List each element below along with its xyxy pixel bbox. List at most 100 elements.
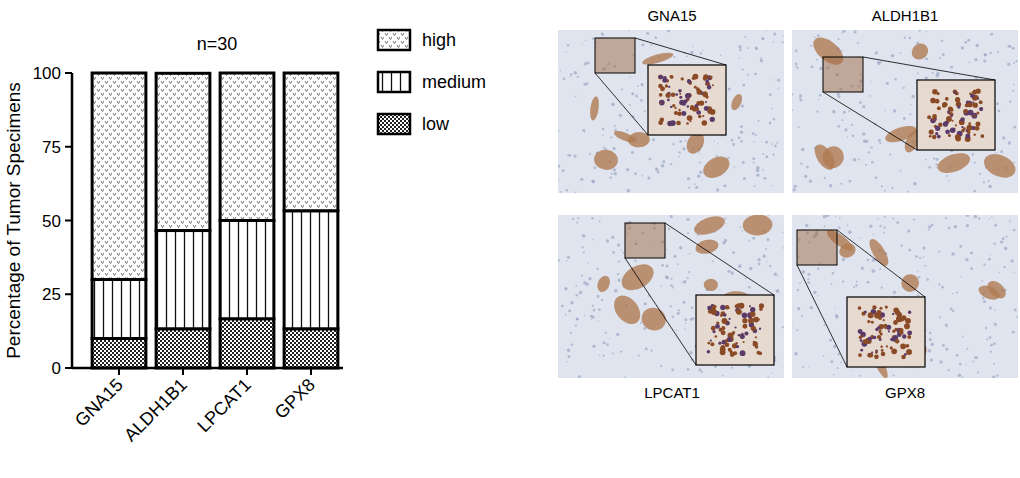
stroma-dot <box>760 57 762 59</box>
stroma-dot <box>896 221 899 224</box>
stained-cell <box>711 309 717 315</box>
stroma-dot <box>810 306 813 309</box>
stroma-dot <box>974 58 977 61</box>
stroma-dot <box>862 105 865 108</box>
stroma-dot <box>852 370 853 371</box>
stroma-dot <box>655 168 659 172</box>
stroma-dot <box>566 189 568 191</box>
stroma-dot <box>985 327 987 329</box>
stroma-dot <box>599 355 600 356</box>
stained-cell <box>965 104 969 108</box>
stroma-dot <box>719 289 720 290</box>
stained-nest <box>980 149 1018 182</box>
stroma-dot <box>777 289 779 291</box>
stroma-dot <box>767 238 770 241</box>
stroma-dot <box>813 291 816 294</box>
stroma-dot <box>722 241 726 245</box>
stroma-dot <box>688 271 690 273</box>
stroma-dot <box>626 129 628 131</box>
stroma-dot <box>966 364 967 365</box>
stroma-dot <box>1017 316 1018 318</box>
stroma-dot <box>926 31 928 33</box>
stroma-dot <box>848 110 850 112</box>
stroma-dot <box>842 119 844 121</box>
stroma-dot <box>754 73 757 76</box>
stroma-dot <box>610 177 612 179</box>
stroma-dot <box>739 57 740 58</box>
stroma-dot <box>629 104 631 106</box>
stroma-dot <box>777 275 778 276</box>
stroma-dot <box>993 363 995 365</box>
stroma-dot <box>900 52 902 54</box>
stroma-dot <box>605 332 607 334</box>
stroma-dot <box>765 248 767 250</box>
stained-cell <box>858 353 862 357</box>
stroma-dot <box>662 160 665 163</box>
stroma-dot <box>670 163 672 165</box>
stroma-dot <box>591 318 593 320</box>
stroma-dot <box>740 226 742 228</box>
stroma-dot <box>903 117 906 120</box>
stroma-dot <box>939 316 941 318</box>
stained-cell <box>705 80 709 84</box>
stroma-dot <box>649 158 652 161</box>
stroma-dot <box>840 362 842 364</box>
stroma-dot <box>835 315 838 318</box>
stained-cell <box>742 312 748 318</box>
stained-cell <box>678 109 680 111</box>
stained-cell <box>868 337 872 341</box>
stroma-dot <box>694 183 696 185</box>
stained-nest <box>704 279 718 292</box>
stroma-dot <box>752 132 755 135</box>
stroma-dot <box>982 297 985 300</box>
stroma-dot <box>948 227 951 230</box>
stroma-dot <box>974 215 977 218</box>
stroma-dot <box>956 292 958 294</box>
stroma-dot <box>928 166 931 169</box>
stained-cell <box>968 102 973 107</box>
stroma-dot <box>690 51 693 54</box>
stroma-dot <box>679 246 683 250</box>
stroma-dot <box>765 30 767 31</box>
stroma-dot <box>644 111 646 113</box>
stained-nest <box>819 143 848 172</box>
x-tick-label: LPCAT1 <box>194 375 255 436</box>
stained-cell <box>705 101 707 103</box>
stroma-dot <box>984 53 988 57</box>
stained-cell <box>725 305 729 309</box>
stroma-dot <box>945 217 947 219</box>
stained-cell <box>908 311 911 314</box>
stroma-dot <box>853 286 855 288</box>
stained-cell <box>935 132 938 135</box>
stroma-dot <box>631 92 634 95</box>
stroma-dot <box>926 278 929 281</box>
stroma-dot <box>673 56 675 58</box>
stroma-dot <box>994 310 996 312</box>
stained-cell <box>960 117 965 122</box>
stroma-dot <box>728 88 731 91</box>
stroma-dot <box>1012 90 1014 92</box>
stained-cell <box>715 335 718 338</box>
stroma-dot <box>745 277 747 279</box>
stained-cell <box>679 93 681 95</box>
stained-cell <box>881 352 886 357</box>
stained-nest <box>699 152 733 182</box>
stroma-dot <box>966 348 968 350</box>
stroma-dot <box>849 180 852 183</box>
stroma-dot <box>577 76 579 78</box>
stroma-dot <box>578 375 581 378</box>
stained-cell <box>891 348 897 354</box>
panel-label: ALDH1B1 <box>872 7 939 24</box>
stroma-dot <box>631 151 634 154</box>
stroma-dot <box>956 354 959 357</box>
stained-cell <box>973 114 976 117</box>
stroma-dot <box>776 142 778 144</box>
stained-nest <box>694 238 720 256</box>
zoom-source <box>625 223 665 258</box>
stroma-dot <box>616 333 619 336</box>
stroma-dot <box>695 186 698 189</box>
stroma-dot <box>643 327 646 330</box>
stained-cell <box>753 341 758 346</box>
stroma-dot <box>988 180 990 182</box>
stroma-dot <box>993 342 996 345</box>
